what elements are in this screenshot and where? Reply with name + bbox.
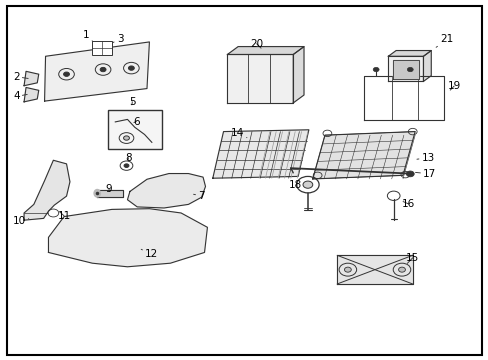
Circle shape (303, 181, 312, 188)
Circle shape (344, 267, 350, 272)
Polygon shape (212, 130, 308, 178)
Circle shape (372, 67, 378, 72)
Circle shape (63, 72, 69, 76)
Text: 4: 4 (13, 91, 27, 102)
Circle shape (123, 136, 129, 140)
Text: 15: 15 (405, 253, 419, 264)
Polygon shape (127, 174, 205, 208)
Text: 10: 10 (13, 216, 29, 226)
Polygon shape (227, 46, 304, 54)
Polygon shape (48, 209, 207, 267)
Text: 20: 20 (250, 39, 263, 49)
Circle shape (406, 171, 413, 177)
Text: 1: 1 (82, 30, 94, 42)
Text: 6: 6 (133, 117, 139, 127)
Polygon shape (24, 71, 39, 86)
Text: 14: 14 (230, 129, 246, 138)
Text: 8: 8 (125, 153, 131, 163)
Polygon shape (227, 54, 293, 103)
Polygon shape (24, 160, 70, 220)
Text: 12: 12 (141, 249, 158, 259)
Polygon shape (44, 42, 149, 101)
Text: 17: 17 (415, 169, 435, 179)
Circle shape (398, 267, 405, 272)
Circle shape (124, 164, 129, 167)
Polygon shape (24, 87, 39, 102)
Polygon shape (312, 132, 414, 179)
Polygon shape (392, 60, 418, 78)
Ellipse shape (94, 189, 100, 197)
Text: 5: 5 (129, 97, 135, 107)
Bar (92, 41, 112, 55)
Circle shape (128, 66, 134, 70)
Polygon shape (293, 46, 304, 103)
Circle shape (407, 67, 412, 72)
Text: 7: 7 (193, 191, 204, 201)
Polygon shape (387, 56, 423, 81)
Text: 11: 11 (58, 211, 71, 221)
Circle shape (100, 67, 106, 72)
Polygon shape (387, 50, 430, 56)
Text: 3: 3 (107, 34, 123, 45)
Text: 2: 2 (13, 72, 28, 82)
Text: 18: 18 (288, 180, 302, 190)
Polygon shape (336, 255, 412, 284)
Polygon shape (97, 190, 122, 197)
Bar (108, 110, 161, 149)
Text: 13: 13 (416, 153, 434, 163)
Polygon shape (423, 50, 430, 81)
Text: 19: 19 (447, 81, 460, 91)
Text: 16: 16 (401, 199, 415, 209)
Text: 9: 9 (105, 184, 112, 194)
Text: 21: 21 (435, 35, 452, 47)
